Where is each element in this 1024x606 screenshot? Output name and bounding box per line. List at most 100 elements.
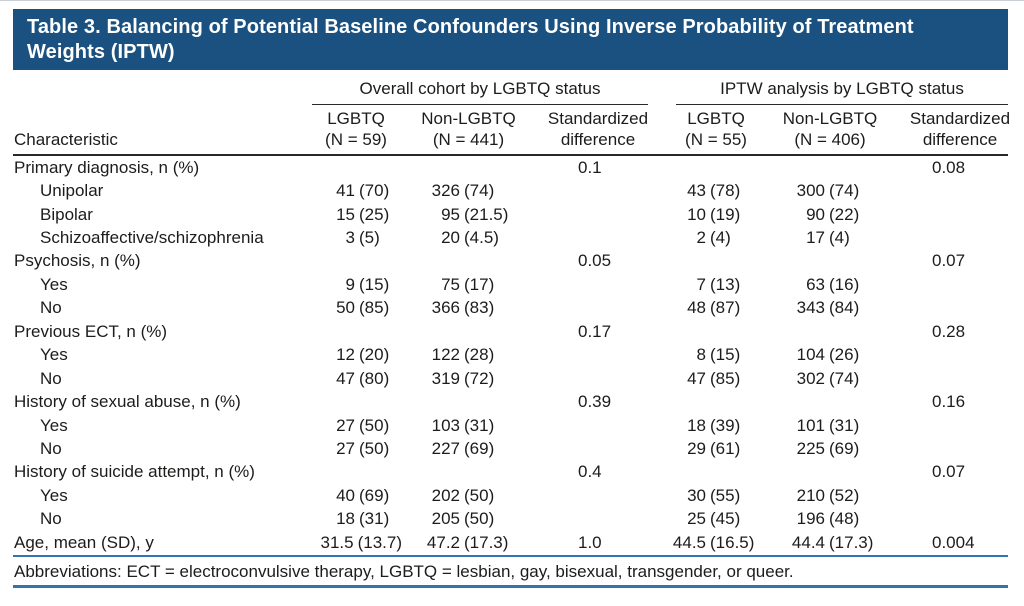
cell-nonlgbtq-iptw: 104 (26): [765, 344, 877, 367]
cell-std-difference-overall: 1.0: [578, 532, 602, 552]
cell-count: 17: [806, 228, 825, 248]
cell-std-difference-iptw: [877, 414, 1008, 437]
cell-lgbtq-overall: 27 (50): [300, 437, 402, 460]
cell-percent: (61): [710, 438, 741, 458]
group-header-iptw-analysis: IPTW analysis by LGBTQ status: [676, 79, 1008, 105]
cell-nonlgbtq-overall: 75 (17): [402, 273, 515, 296]
cell-percent: (50): [464, 485, 495, 505]
group-header-overall-cohort: Overall cohort by LGBTQ status: [312, 79, 648, 105]
table-row: Unipolar 41 (70) 326 (74) 43 (78) 300 (74): [13, 179, 1008, 202]
row-label: Yes: [40, 485, 68, 505]
column-header-std-difference-iptw: Standardized difference: [909, 109, 1011, 149]
cell-count: 90: [806, 204, 825, 224]
table-row: Bipolar 15 (25) 95 (21.5) 10 (19) 90 (22): [13, 203, 1008, 226]
cell-percent: (72): [464, 368, 495, 388]
cell-count: 122: [431, 345, 460, 365]
cell-std-difference-overall: 0.39: [578, 392, 612, 412]
cell-percent: (85): [359, 298, 390, 318]
cell-std-difference-overall: [515, 203, 648, 226]
cell-lgbtq-iptw: [648, 156, 765, 179]
cell-percent: (21.5): [464, 204, 509, 224]
cell-lgbtq-overall: 50 (85): [300, 297, 402, 320]
cell-nonlgbtq-iptw: 196 (48): [765, 508, 877, 531]
cell-count: 63: [806, 274, 825, 294]
row-label: Psychosis, n (%): [14, 251, 141, 271]
cell-std-difference-overall: 0.05: [578, 251, 612, 271]
cell-std-difference-overall: [515, 297, 648, 320]
cell-percent: (83): [464, 298, 495, 318]
cell-lgbtq-iptw: 30 (55): [648, 484, 765, 507]
cell-percent: (69): [359, 485, 390, 505]
group-header-spacer: [13, 79, 300, 105]
cell-count: 12: [336, 345, 355, 365]
cell-count: 75: [441, 274, 460, 294]
cell-nonlgbtq-overall: 95 (21.5): [402, 203, 515, 226]
cell-count: 25: [687, 509, 706, 529]
cell-count: 205: [431, 509, 460, 529]
cell-std-difference-overall: [515, 367, 648, 390]
cell-std-difference-overall: [515, 437, 648, 460]
cell-count: 95: [441, 204, 460, 224]
cell-nonlgbtq-iptw: [765, 250, 877, 273]
cell-lgbtq-iptw: 8 (15): [648, 344, 765, 367]
cell-nonlgbtq-iptw: [765, 390, 877, 413]
cell-lgbtq-overall: [300, 320, 402, 343]
cell-std-difference-iptw: [877, 297, 1008, 320]
cell-std-difference-overall: [515, 179, 648, 202]
cell-percent: (16.5): [710, 532, 755, 552]
cell-percent: (31): [359, 509, 390, 529]
table-body: Primary diagnosis, n (%) 0.1 0.08 Unipol…: [13, 156, 1008, 554]
table-row: Schizoaffective/schizophrenia 3 (5) 20 (4.…: [13, 226, 1008, 249]
cell-count: 101: [796, 415, 825, 435]
cell-percent: (50): [464, 509, 495, 529]
row-label: Primary diagnosis, n (%): [14, 157, 200, 177]
cell-lgbtq-iptw: 48 (87): [648, 297, 765, 320]
cell-lgbtq-iptw: 7 (13): [648, 273, 765, 296]
table-row: Yes 12 (20) 122 (28) 8 (15) 104 (26): [13, 344, 1008, 367]
cell-count: 50: [336, 298, 355, 318]
cell-percent: (15): [710, 345, 741, 365]
cell-lgbtq-iptw: 10 (19): [648, 203, 765, 226]
cell-percent: (31): [829, 415, 860, 435]
cell-count: 15: [336, 204, 355, 224]
row-label: History of suicide attempt, n (%): [14, 462, 255, 482]
cell-std-difference-iptw: 0.08: [932, 157, 966, 177]
cell-nonlgbtq-iptw: 225 (69): [765, 437, 877, 460]
cell-lgbtq-iptw: 29 (61): [648, 437, 765, 460]
cell-count: 300: [796, 181, 825, 201]
row-label: No: [40, 509, 62, 529]
cell-lgbtq-overall: 15 (25): [300, 203, 402, 226]
cell-std-difference-overall: [515, 226, 648, 249]
cell-percent: (69): [829, 438, 860, 458]
column-header-nonlgbtq-iptw: Non-LGBTQ (N = 406): [782, 109, 878, 149]
cell-percent: (48): [829, 509, 860, 529]
cell-nonlgbtq-iptw: 210 (52): [765, 484, 877, 507]
cell-lgbtq-iptw: 43 (78): [648, 179, 765, 202]
table-row: No 18 (31) 205 (50) 25 (45) 196 (48): [13, 508, 1008, 531]
cell-percent: (85): [710, 368, 741, 388]
cell-percent: (80): [359, 368, 390, 388]
cell-nonlgbtq-overall: 326 (74): [402, 179, 515, 202]
cell-lgbtq-iptw: [648, 390, 765, 413]
cell-count: 44.4: [791, 532, 825, 552]
table-title-bar: Table 3. Balancing of Potential Baseline…: [13, 9, 1008, 70]
cell-std-difference-iptw: [877, 203, 1008, 226]
cell-nonlgbtq-iptw: [765, 156, 877, 179]
cell-nonlgbtq-overall: [402, 320, 515, 343]
cell-percent: (17): [464, 274, 495, 294]
cell-std-difference-iptw: [877, 437, 1008, 460]
table-row: No 47 (80) 319 (72) 47 (85) 302 (74): [13, 367, 1008, 390]
cell-lgbtq-iptw: 25 (45): [648, 508, 765, 531]
cell-percent: (31): [464, 415, 495, 435]
cell-lgbtq-overall: 18 (31): [300, 508, 402, 531]
cell-count: 20: [441, 228, 460, 248]
cell-percent: (4.5): [464, 228, 499, 248]
cell-percent: (17.3): [464, 532, 509, 552]
table-row: Primary diagnosis, n (%) 0.1 0.08: [13, 156, 1008, 179]
cell-count: 47.2: [426, 532, 460, 552]
cell-count: 3: [345, 228, 355, 248]
cell-nonlgbtq-iptw: 17 (4): [765, 226, 877, 249]
cell-count: 31.5: [320, 532, 354, 552]
cell-percent: (55): [710, 485, 741, 505]
